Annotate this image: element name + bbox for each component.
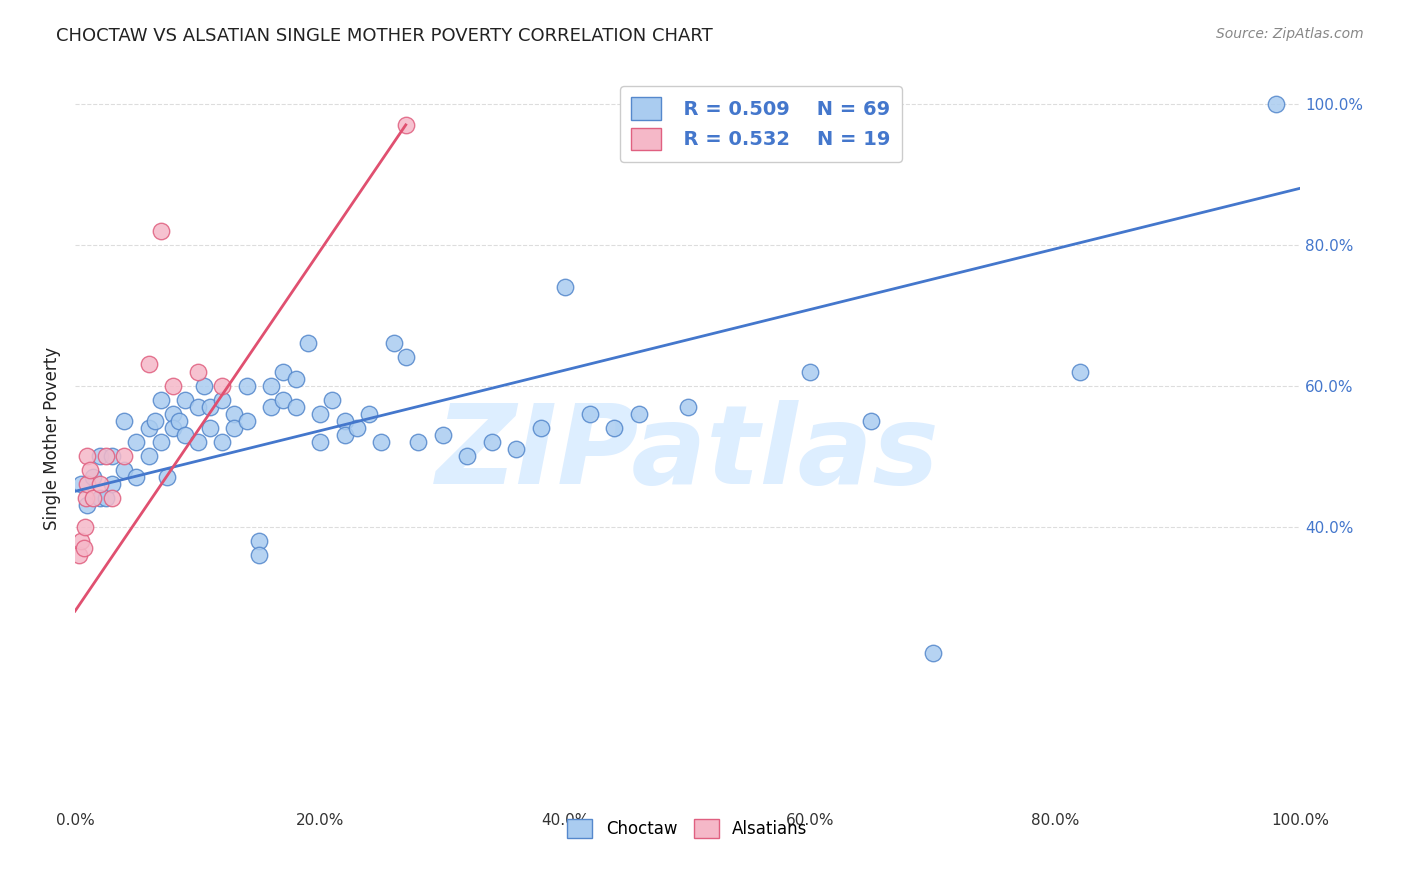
Point xyxy=(73,519,96,533)
Point xyxy=(260,400,283,414)
Point xyxy=(174,428,197,442)
Point xyxy=(309,435,332,450)
Point xyxy=(211,435,233,450)
Point xyxy=(271,392,294,407)
Point xyxy=(76,449,98,463)
Point xyxy=(186,365,208,379)
Point xyxy=(82,470,104,484)
Point xyxy=(167,414,190,428)
Point xyxy=(406,435,429,450)
Point xyxy=(138,421,160,435)
Point xyxy=(89,477,111,491)
Point xyxy=(70,477,93,491)
Point xyxy=(100,491,122,506)
Point xyxy=(321,392,343,407)
Point xyxy=(333,414,356,428)
Point xyxy=(138,358,160,372)
Point xyxy=(174,392,197,407)
Point xyxy=(67,548,90,562)
Point xyxy=(382,336,405,351)
Point xyxy=(76,499,98,513)
Point xyxy=(143,414,166,428)
Point xyxy=(603,421,626,435)
Point xyxy=(247,533,270,548)
Point xyxy=(211,392,233,407)
Point xyxy=(89,449,111,463)
Point xyxy=(94,491,117,506)
Y-axis label: Single Mother Poverty: Single Mother Poverty xyxy=(44,347,60,530)
Point xyxy=(149,224,172,238)
Point xyxy=(921,647,943,661)
Point xyxy=(94,449,117,463)
Point xyxy=(162,421,184,435)
Point xyxy=(224,407,246,421)
Point xyxy=(432,428,454,442)
Point xyxy=(260,378,283,392)
Point xyxy=(627,407,650,421)
Point xyxy=(297,336,319,351)
Point xyxy=(271,365,294,379)
Text: CHOCTAW VS ALSATIAN SINGLE MOTHER POVERTY CORRELATION CHART: CHOCTAW VS ALSATIAN SINGLE MOTHER POVERT… xyxy=(56,27,713,45)
Point xyxy=(309,407,332,421)
Point xyxy=(100,477,122,491)
Text: ZIPatlas: ZIPatlas xyxy=(436,400,939,507)
Point xyxy=(235,414,257,428)
Point xyxy=(505,442,527,456)
Point xyxy=(370,435,392,450)
Point xyxy=(162,378,184,392)
Point xyxy=(112,463,135,477)
Point xyxy=(284,371,307,385)
Point xyxy=(76,477,98,491)
Point xyxy=(112,414,135,428)
Point xyxy=(860,414,883,428)
Point xyxy=(193,378,215,392)
Point xyxy=(138,449,160,463)
Point xyxy=(284,400,307,414)
Point xyxy=(211,378,233,392)
Point xyxy=(224,421,246,435)
Point xyxy=(75,491,97,506)
Point xyxy=(156,470,179,484)
Point xyxy=(1264,96,1286,111)
Point xyxy=(149,435,172,450)
Point xyxy=(578,407,600,421)
Point xyxy=(149,392,172,407)
Point xyxy=(481,435,503,450)
Point xyxy=(125,470,148,484)
Point xyxy=(395,351,418,365)
Point xyxy=(100,449,122,463)
Point xyxy=(198,421,221,435)
Point xyxy=(235,378,257,392)
Point xyxy=(799,365,821,379)
Legend: Choctaw, Alsatians: Choctaw, Alsatians xyxy=(561,812,814,845)
Point xyxy=(247,548,270,562)
Point xyxy=(333,428,356,442)
Point xyxy=(529,421,551,435)
Point xyxy=(186,400,208,414)
Point xyxy=(72,541,94,555)
Point xyxy=(346,421,368,435)
Point xyxy=(186,435,208,450)
Point xyxy=(676,400,699,414)
Point xyxy=(70,533,93,548)
Point xyxy=(79,463,101,477)
Point xyxy=(162,407,184,421)
Point xyxy=(395,118,418,132)
Point xyxy=(1069,365,1091,379)
Point xyxy=(357,407,380,421)
Point xyxy=(198,400,221,414)
Point xyxy=(112,449,135,463)
Text: Source: ZipAtlas.com: Source: ZipAtlas.com xyxy=(1216,27,1364,41)
Point xyxy=(89,491,111,506)
Point xyxy=(554,280,576,294)
Point xyxy=(125,435,148,450)
Point xyxy=(456,449,478,463)
Point xyxy=(82,491,104,506)
